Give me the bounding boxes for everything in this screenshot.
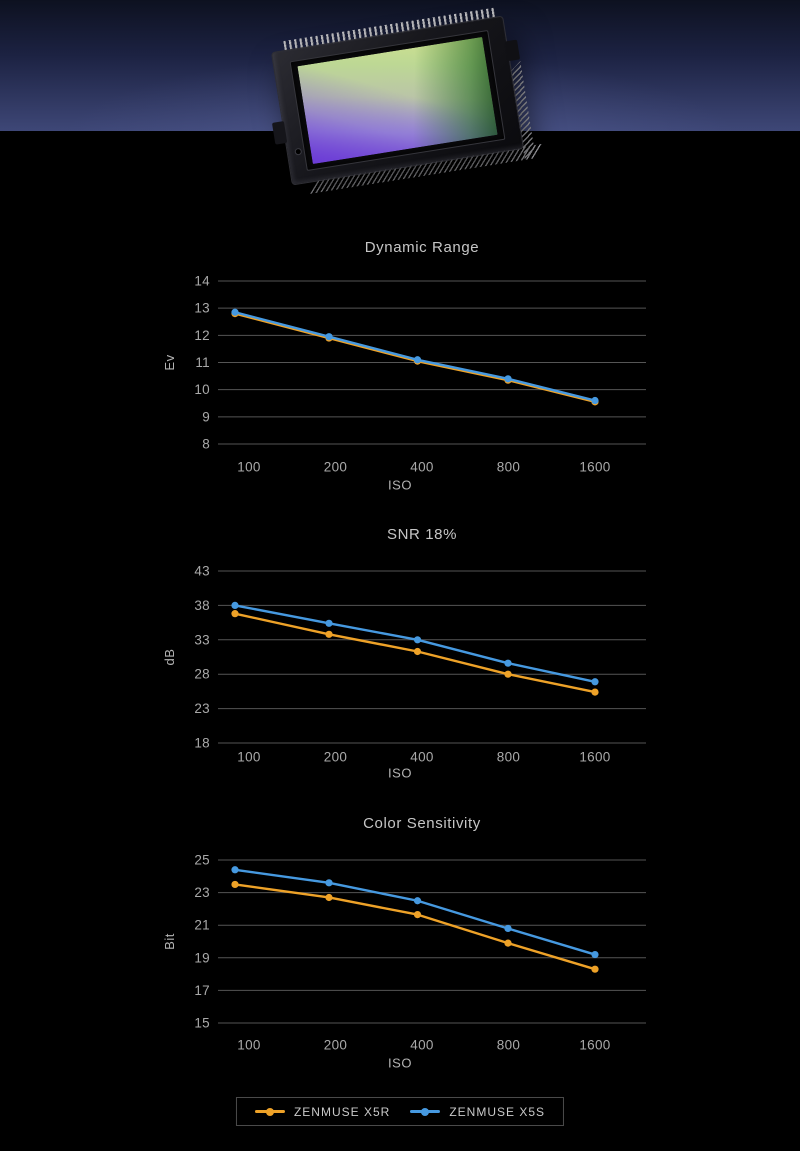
legend-item-zenmuse-x5s: ZENMUSE X5S — [410, 1105, 545, 1119]
y-tick-label: 25 — [194, 853, 210, 868]
legend-label-x5r: ZENMUSE X5R — [293, 1104, 391, 1119]
x5s-line-marker-icon — [410, 1107, 441, 1116]
x-tick-label: 100 — [237, 750, 260, 765]
y-tick-label: 28 — [194, 667, 210, 682]
x-tick-label: 200 — [324, 460, 347, 475]
chart-title: Color Sensitivity — [363, 815, 481, 832]
y-tick-label: 15 — [194, 1016, 210, 1031]
x-tick-label: 400 — [410, 1038, 433, 1053]
chart-title: Dynamic Range — [365, 239, 480, 256]
data-point-zenmuse-x5s — [591, 396, 599, 405]
data-point-zenmuse-x5s — [231, 866, 239, 874]
y-tick-label: 21 — [194, 918, 210, 933]
x5r-dot-icon — [265, 1107, 274, 1116]
y-axis-title: Ev — [162, 354, 177, 370]
x-tick-label: 800 — [497, 750, 520, 765]
legend-label-x5s: ZENMUSE X5S — [449, 1104, 546, 1119]
data-point-zenmuse-x5s — [413, 356, 422, 364]
data-point-zenmuse-x5r — [504, 939, 512, 947]
x-tick-label: 1600 — [579, 460, 610, 475]
data-point-zenmuse-x5r — [591, 688, 599, 696]
y-tick-label: 43 — [194, 564, 210, 579]
x-tick-label: 400 — [410, 460, 433, 475]
data-point-zenmuse-x5s — [591, 950, 599, 959]
y-tick-label: 9 — [202, 409, 210, 424]
y-tick-label: 13 — [194, 301, 210, 316]
chart-title: SNR 18% — [387, 526, 457, 543]
data-point-zenmuse-x5r — [413, 647, 422, 656]
data-point-zenmuse-x5s — [325, 619, 333, 627]
series-line-zenmuse-x5s — [233, 311, 597, 402]
x-axis-title: ISO — [388, 478, 412, 493]
data-point-zenmuse-x5r — [591, 965, 599, 973]
x-tick-label: 1600 — [579, 1038, 610, 1053]
x-tick-label: 800 — [497, 460, 520, 475]
series-line-zenmuse-x5s — [233, 604, 597, 683]
chart-legend: ZENMUSE X5R ZENMUSE X5S — [235, 1097, 565, 1126]
y-tick-label: 33 — [194, 632, 210, 647]
data-point-zenmuse-x5r — [325, 630, 333, 638]
data-point-zenmuse-x5s — [504, 659, 512, 667]
x5s-dot-icon — [421, 1107, 430, 1116]
data-point-zenmuse-x5s — [325, 879, 333, 887]
y-tick-label: 23 — [194, 885, 210, 900]
data-point-zenmuse-x5s — [504, 924, 512, 933]
x5r-line-marker-icon — [254, 1107, 285, 1116]
y-tick-label: 8 — [202, 437, 210, 452]
series-line-zenmuse-x5r — [233, 883, 597, 971]
x-tick-label: 200 — [324, 750, 347, 765]
x-tick-label: 100 — [237, 460, 260, 475]
x-tick-label: 200 — [324, 1038, 347, 1053]
y-axis-title: Bit — [162, 933, 177, 950]
data-point-zenmuse-x5r — [413, 911, 422, 919]
data-point-zenmuse-x5s — [413, 897, 422, 905]
y-tick-label: 23 — [194, 701, 210, 716]
data-point-zenmuse-x5r — [504, 670, 512, 678]
data-point-zenmuse-x5r — [231, 880, 239, 889]
data-point-zenmuse-x5s — [591, 678, 599, 686]
y-tick-label: 12 — [194, 328, 210, 343]
data-point-zenmuse-x5r — [325, 893, 333, 902]
y-tick-label: 18 — [194, 736, 210, 751]
y-tick-label: 38 — [194, 598, 210, 613]
data-point-zenmuse-x5s — [325, 333, 333, 341]
x-tick-label: 400 — [410, 750, 433, 765]
data-point-zenmuse-x5s — [413, 636, 422, 644]
y-tick-label: 17 — [194, 983, 210, 998]
y-tick-label: 11 — [195, 355, 210, 370]
y-tick-label: 10 — [194, 382, 210, 397]
x-axis-title: ISO — [388, 766, 412, 781]
data-point-zenmuse-x5r — [231, 610, 239, 618]
x-tick-label: 800 — [497, 1038, 520, 1053]
x-tick-label: 1600 — [579, 750, 610, 765]
x-tick-label: 100 — [237, 1038, 260, 1053]
data-point-zenmuse-x5s — [231, 308, 239, 316]
legend-item-zenmuse-x5r: ZENMUSE X5R — [254, 1104, 391, 1119]
x-axis-title: ISO — [388, 1056, 412, 1071]
data-point-zenmuse-x5s — [231, 601, 239, 610]
y-tick-label: 14 — [194, 274, 210, 289]
y-axis-title: dB — [162, 649, 177, 666]
y-tick-label: 19 — [194, 950, 210, 965]
data-point-zenmuse-x5s — [504, 375, 512, 383]
